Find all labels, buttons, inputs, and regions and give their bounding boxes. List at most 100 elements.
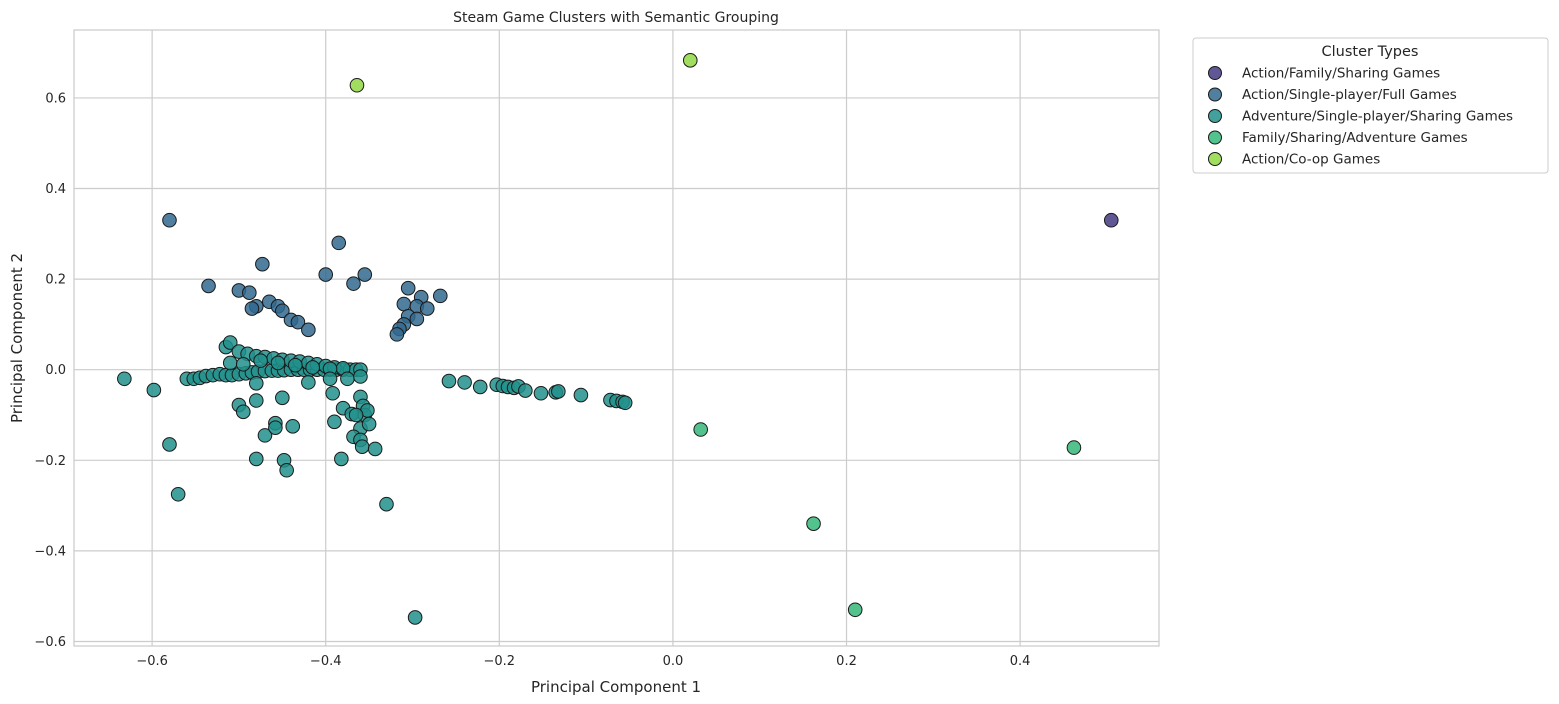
- y-tick-label: 0.6: [45, 91, 66, 106]
- data-point: [268, 420, 283, 435]
- legend-label: Action/Single-player/Full Games: [1242, 87, 1457, 103]
- data-point: [551, 384, 566, 399]
- legend-title: Cluster Types: [1322, 44, 1419, 60]
- data-point: [1103, 212, 1119, 228]
- data-point: [682, 53, 698, 68]
- data-point: [275, 303, 290, 319]
- data-point: [400, 280, 416, 296]
- x-tick-label: −0.6: [136, 654, 168, 669]
- data-point: [331, 235, 347, 251]
- legend-label: Action/Co-op Games: [1242, 152, 1380, 168]
- y-tick-label: −0.4: [34, 544, 66, 559]
- y-tick-label: 0.4: [45, 182, 66, 197]
- data-point: [389, 327, 405, 342]
- x-tick-label: 0.2: [836, 654, 857, 669]
- series-4: [349, 53, 698, 93]
- data-point: [305, 360, 321, 375]
- data-point: [162, 212, 177, 228]
- data-point: [248, 451, 264, 467]
- series-0: [1103, 212, 1119, 228]
- plot-area: [74, 30, 1159, 646]
- legend-marker: [1208, 152, 1222, 166]
- data-point: [248, 393, 264, 408]
- legend-marker: [1208, 130, 1222, 145]
- legend: Cluster Types Action/Family/Sharing Game…: [1192, 37, 1549, 174]
- data-point: [407, 610, 423, 625]
- data-point: [432, 288, 448, 304]
- legend-label: Adventure/Single-player/Sharing Games: [1242, 109, 1513, 125]
- data-point: [340, 371, 355, 387]
- data-point: [170, 486, 186, 502]
- data-point: [290, 314, 306, 330]
- x-tick-label: 0.4: [1010, 654, 1031, 669]
- x-axis-label: Principal Component 1: [531, 678, 701, 696]
- data-point: [253, 353, 268, 368]
- data-point: [396, 296, 412, 312]
- data-point: [353, 369, 368, 384]
- data-point: [693, 422, 708, 437]
- data-point: [270, 355, 286, 371]
- data-point: [201, 278, 216, 294]
- data-point: [222, 335, 238, 350]
- legend-item: Family/Sharing/Adventure Games: [1208, 130, 1468, 146]
- data-point: [457, 375, 472, 390]
- legend-item: Action/Co-op Games: [1208, 152, 1380, 168]
- x-tick-label: −0.4: [310, 654, 342, 669]
- data-point: [409, 311, 425, 327]
- y-tick-label: 0.2: [45, 273, 66, 288]
- data-point: [255, 256, 270, 272]
- y-tick-label: −0.2: [34, 454, 66, 469]
- data-point: [361, 416, 377, 432]
- data-point: [301, 375, 316, 390]
- data-point: [806, 516, 821, 532]
- data-point: [518, 383, 533, 398]
- data-point: [322, 371, 338, 387]
- y-axis-label: Principal Component 2: [8, 253, 26, 423]
- data-point: [441, 373, 457, 389]
- data-point: [257, 428, 273, 443]
- data-point: [222, 355, 238, 371]
- x-tick-label: 0.0: [663, 654, 684, 669]
- data-point: [357, 267, 373, 282]
- legend-marker: [1208, 66, 1222, 80]
- x-tick-label: −0.2: [484, 654, 516, 669]
- y-tick-label: 0.0: [45, 363, 66, 378]
- legend-label: Family/Sharing/Adventure Games: [1242, 130, 1468, 146]
- data-point: [617, 395, 633, 411]
- legend-marker: [1208, 87, 1222, 102]
- data-point: [301, 322, 316, 338]
- data-points: [117, 53, 1119, 625]
- y-tick-label: −0.6: [34, 635, 66, 650]
- data-point: [379, 496, 394, 512]
- data-point: [419, 301, 435, 316]
- data-point: [162, 437, 177, 452]
- series-1: [162, 212, 448, 342]
- data-point: [318, 267, 334, 282]
- legend-box: [1192, 37, 1549, 174]
- chart-title: Steam Game Clusters with Semantic Groupi…: [453, 10, 779, 26]
- data-point: [279, 462, 294, 478]
- data-point: [327, 414, 342, 430]
- data-point: [248, 375, 264, 391]
- legend-label: Action/Family/Sharing Games: [1242, 66, 1440, 82]
- y-tick-labels: −0.6 −0.4 −0.2 0.0 0.2 0.4 0.6: [34, 91, 66, 650]
- data-point: [325, 385, 340, 401]
- legend-marker: [1208, 109, 1222, 123]
- data-point: [334, 451, 349, 467]
- data-point: [285, 419, 301, 434]
- data-point: [348, 407, 364, 423]
- data-point: [146, 382, 162, 398]
- series-3: [693, 422, 1082, 618]
- data-point: [288, 357, 303, 373]
- legend-item: Action/Family/Sharing Games: [1208, 66, 1440, 82]
- data-point: [244, 301, 260, 316]
- data-point: [367, 441, 383, 457]
- data-point: [117, 371, 132, 387]
- data-point: [275, 390, 290, 406]
- data-point: [472, 379, 488, 395]
- data-point: [346, 276, 361, 291]
- data-point: [847, 602, 863, 618]
- data-point: [573, 387, 589, 403]
- plot-frame: [73, 29, 1160, 647]
